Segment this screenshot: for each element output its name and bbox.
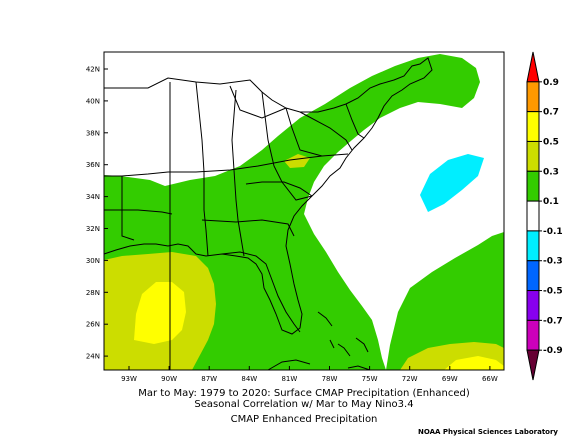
colorbar-segment (526, 170, 540, 202)
colorbar-label: 0.3 (543, 167, 559, 177)
colorbar-segment (526, 319, 540, 351)
lat-label: 42N (86, 66, 100, 74)
colorbar: 0.9 0.7 0.5 0.3 0.1 -0.1 -0.3 -0.5 -0.7 -0.9 (526, 51, 563, 381)
lon-label: 93W (121, 375, 137, 383)
colorbar-segment (526, 290, 540, 321)
lat-label: 30N (86, 257, 100, 265)
colorbar-segment (526, 140, 540, 172)
contour-yellow-se (444, 356, 504, 370)
lat-label: 34N (86, 193, 100, 201)
coastlines-and-borders (103, 57, 433, 371)
colorbar-segment (526, 111, 540, 142)
lon-label: 87W (201, 375, 217, 383)
colorbar-label: -0.7 (543, 316, 563, 326)
caption-line-2: Seasonal Correlation w/ Mar to May Nino3… (194, 399, 413, 410)
longitude-axis: 93W 90W 87W 84W 81W 78W 75W 72W 69W 66W (121, 366, 498, 383)
colorbar-segment (526, 230, 540, 262)
lat-label: 38N (86, 129, 100, 137)
lon-label: 81W (281, 375, 297, 383)
colorbar-label: -0.5 (543, 287, 563, 297)
lon-label: 90W (161, 375, 177, 383)
map-panel (103, 51, 505, 371)
lon-label: 75W (362, 375, 378, 383)
lon-label: 84W (241, 375, 257, 383)
lat-label: 28N (86, 289, 100, 297)
colorbar-label: 0.5 (543, 137, 559, 147)
colorbar-label: 0.7 (543, 108, 559, 118)
colorbar-segment (526, 81, 540, 113)
colorbar-label: 0.1 (543, 197, 559, 207)
contour-yellowgreen-spot (284, 154, 310, 168)
lon-label: 78W (322, 375, 338, 383)
contour-cyan-atlantic (420, 154, 484, 212)
lat-label: 24N (86, 353, 100, 361)
caption-line-1: Mar to May: 1979 to 2020: Surface CMAP P… (138, 388, 470, 399)
colorbar-label: -0.9 (543, 346, 563, 356)
lat-label: 32N (86, 225, 100, 233)
contour-yellow-core (134, 282, 186, 344)
lat-label: 26N (86, 321, 100, 329)
colorbar-segment (526, 260, 540, 292)
credit-text: NOAA Physical Sciences Laboratory (418, 428, 558, 436)
colorbar-label: -0.1 (543, 227, 563, 237)
colorbar-segment (526, 349, 540, 381)
colorbar-label: 0.9 (543, 78, 559, 88)
lat-label: 40N (86, 97, 100, 105)
lon-label: 66W (482, 375, 498, 383)
colorbar-segment (526, 200, 540, 232)
colorbar-label: -0.3 (543, 257, 563, 267)
lon-label: 72W (402, 375, 418, 383)
lat-label: 36N (86, 161, 100, 169)
colorbar-segment (526, 51, 540, 83)
caption-line-3: CMAP Enhanced Precipitation (231, 414, 378, 425)
contour-green-southeast (386, 232, 504, 370)
lon-label: 69W (442, 375, 458, 383)
latitude-axis: 42N 40N 38N 36N 34N 32N 30N 28N 26N 24N (86, 66, 108, 361)
